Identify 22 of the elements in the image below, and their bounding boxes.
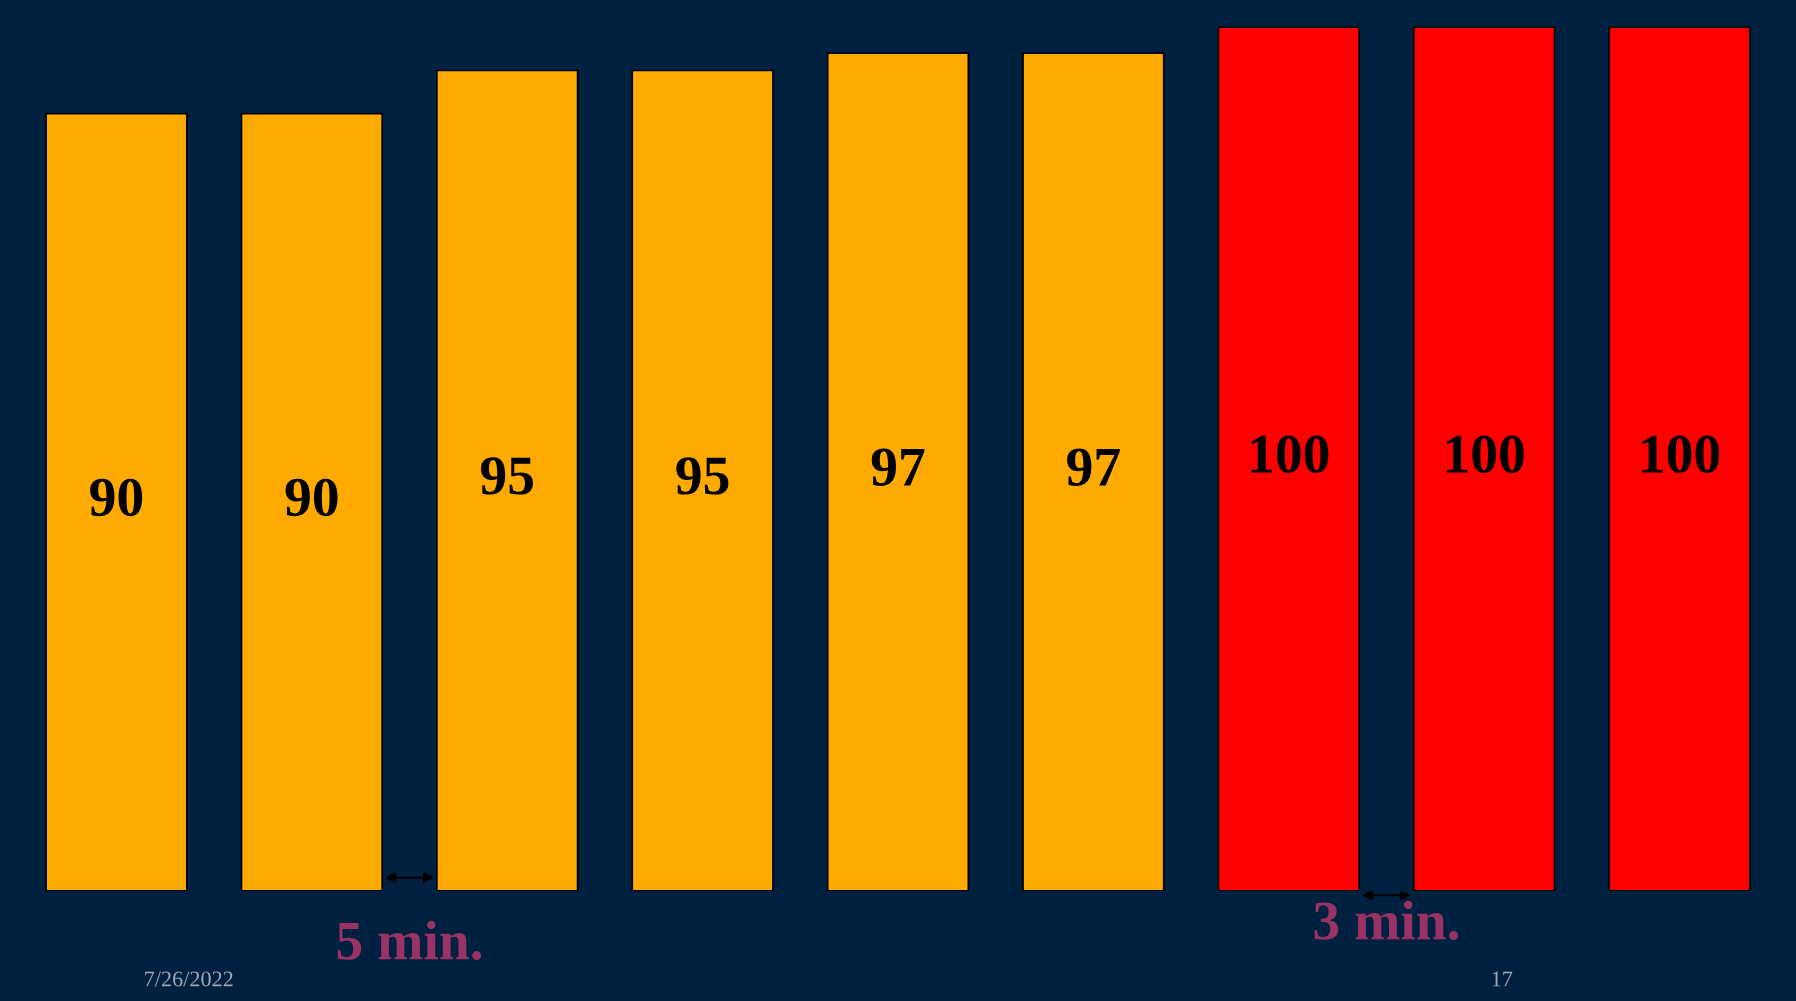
data-label: 97 [871,448,925,486]
data-label: 100 [1642,435,1720,473]
data-label: 90 [285,478,338,517]
data-label: 100 [1446,435,1524,473]
bar [1608,26,1751,891]
bar [436,69,579,891]
text: 5 min. [337,920,482,961]
bar [240,112,384,891]
text: 7/26/2022 [145,971,233,987]
bar [45,112,188,891]
data-label: 100 [1251,435,1329,473]
bar [631,69,774,891]
data-label: 97 [1067,448,1120,486]
bar [1412,26,1556,891]
text: 17 [1492,971,1513,987]
bar [1022,52,1165,891]
data-label: 90 [90,478,143,517]
data-label: 95 [480,457,533,495]
data-label: 95 [676,457,729,495]
bar [1217,26,1360,891]
bar [826,52,970,891]
text: 3 min. [1314,900,1459,941]
